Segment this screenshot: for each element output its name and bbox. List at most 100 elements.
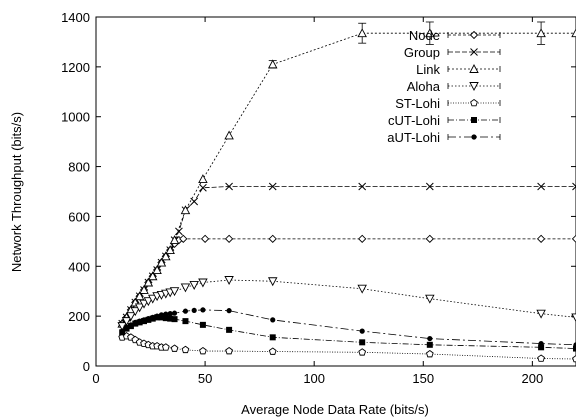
data-point-node [179, 234, 188, 244]
data-point-group-stroke [425, 182, 434, 191]
data-point-group-stroke [537, 182, 545, 191]
x-tick-label: 50 [198, 371, 212, 386]
x-tick-label: 100 [303, 371, 325, 386]
legend-marker-aut-lohi [471, 134, 477, 140]
data-point-aut-lohi [158, 312, 165, 318]
axes: 0 50 100 150 200 0 200 400 600 800 1000 1200 1400 [61, 10, 576, 386]
data-point-group [537, 182, 545, 191]
data-point-aloha [357, 284, 367, 294]
data-point-aut-lohi [128, 322, 134, 328]
data-point-aloha [180, 283, 191, 293]
y-tick-label: 600 [68, 209, 90, 224]
data-point-aloha [121, 317, 132, 327]
data-point-cut-lohi [359, 339, 366, 346]
data-point-cut-lohi [162, 315, 169, 322]
data-point-aut-lohi [200, 307, 206, 313]
data-point-aut-lohi [141, 317, 147, 323]
data-point-link [180, 205, 191, 215]
data-point-aut-lohi [119, 328, 125, 334]
series-aloha [117, 276, 576, 332]
data-point-aloha [139, 299, 149, 309]
legend-item-group: Group [404, 45, 501, 60]
x-axis-label: Average Node Data Rate (bits/s) [241, 402, 429, 417]
data-point-aloha [198, 278, 208, 288]
data-point-aloha [169, 287, 180, 297]
data-point-st-lohi [161, 343, 170, 351]
legend-label-aloha: Aloha [407, 79, 441, 94]
legend-marker-group [470, 48, 478, 56]
data-point-link [571, 28, 576, 38]
data-point-aut-lohi [163, 311, 169, 317]
series-aut-lohi [119, 307, 576, 348]
legend-item-node: Node [409, 28, 501, 43]
series-line-group [121, 186, 576, 324]
data-point-group-stroke [268, 182, 277, 191]
data-point-group [190, 197, 199, 206]
legend-marker-cut-lohi [471, 117, 477, 123]
series-cut-lohi [119, 314, 576, 352]
data-point-aut-lohi [270, 317, 276, 323]
data-point-group-stroke [358, 182, 367, 191]
x-tick-label: 0 [92, 371, 99, 386]
data-point-st-lohi [425, 349, 434, 358]
data-point-aut-lohi [182, 308, 189, 314]
legend-item-aloha: Aloha [407, 79, 501, 94]
y-tick-label: 0 [83, 359, 90, 374]
data-point-cut-lohi [269, 334, 276, 341]
data-point-link [152, 265, 162, 274]
y-tick-label: 400 [68, 259, 90, 274]
data-point-st-lohi [358, 348, 367, 356]
data-point-cut-lohi [182, 318, 189, 325]
data-point-aut-lohi [167, 311, 173, 317]
series-node [118, 234, 576, 328]
y-tick-label: 800 [68, 160, 90, 175]
data-point-link [357, 28, 367, 38]
data-point-aut-lohi [573, 342, 576, 348]
data-point-aloha [143, 297, 154, 307]
data-point-aloha [425, 294, 435, 304]
data-point-aloha [571, 313, 576, 323]
data-point-aloha [126, 312, 136, 322]
data-point-node [358, 234, 367, 244]
data-point-aloha [189, 281, 199, 290]
data-point-link [134, 291, 145, 301]
legend-label-cut-lohi: cUT-Lohi [388, 113, 440, 128]
legend-marker-link [469, 64, 479, 73]
y-tick-label: 1400 [61, 10, 90, 25]
series-layer [117, 21, 576, 363]
data-point-link [425, 28, 435, 38]
data-point-aut-lohi [171, 310, 178, 316]
data-point-st-lohi [225, 346, 233, 355]
data-point-link [156, 257, 167, 267]
x-tick-label: 150 [412, 371, 434, 386]
data-point-cut-lohi [426, 341, 433, 348]
data-point-link [165, 245, 175, 255]
legend-label-link: Link [416, 62, 440, 77]
data-point-group-stroke [199, 183, 207, 192]
data-point-aut-lohi [191, 307, 197, 314]
data-point-group-stroke [225, 182, 233, 191]
series-line-st-lohi [122, 335, 576, 360]
data-point-st-lohi [181, 345, 190, 354]
data-point-link [143, 277, 154, 287]
legend-label-st-lohi: ST-Lohi [395, 96, 440, 111]
data-point-cut-lohi [171, 316, 178, 323]
data-point-node [268, 234, 277, 244]
data-point-link [147, 271, 158, 281]
y-tick-label: 1000 [61, 110, 90, 125]
y-tick-label: 200 [68, 309, 90, 324]
y-tick-label: 1200 [61, 60, 90, 75]
data-point-link [139, 285, 149, 294]
legend-marker-group-stroke [470, 48, 478, 56]
data-point-aut-lohi [538, 340, 544, 347]
legend: Node Group Link Aloha ST-Lohi cUT-Lohi aUT-Loh… [387, 28, 501, 145]
data-point-aloha [267, 277, 278, 287]
data-point-link [198, 174, 208, 183]
data-point-group [199, 183, 207, 192]
y-axis-label: Network Throughput (bits/s) [9, 112, 24, 272]
data-point-node [425, 234, 434, 244]
data-point-aut-lohi [427, 335, 433, 342]
data-point-cut-lohi [226, 326, 233, 333]
data-point-st-lohi [572, 354, 576, 363]
